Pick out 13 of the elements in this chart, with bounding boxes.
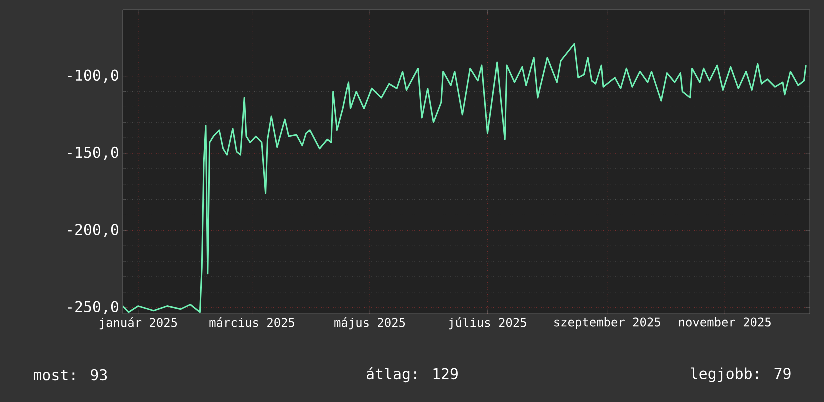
y-tick-label: -200,0 [68, 224, 118, 238]
x-tick-label: július 2025 [449, 318, 526, 330]
y-tick-label: -250,0 [68, 301, 118, 314]
x-tick-label: március 2025 [210, 318, 295, 328]
x-tick-label: május 2025 [334, 318, 406, 330]
y-tick-label: -150,0 [68, 146, 118, 160]
text: átlag: 129 [366, 367, 458, 383]
y-tick-label: -100,0 [68, 70, 118, 83]
x-tick-label: november 2025 [679, 318, 771, 327]
x-tick-label: szeptember 2025 [554, 318, 660, 330]
text: most: 93 [34, 369, 108, 381]
x-tick-label: január 2025 [100, 318, 178, 330]
text: legjobb: 79 [691, 368, 791, 382]
